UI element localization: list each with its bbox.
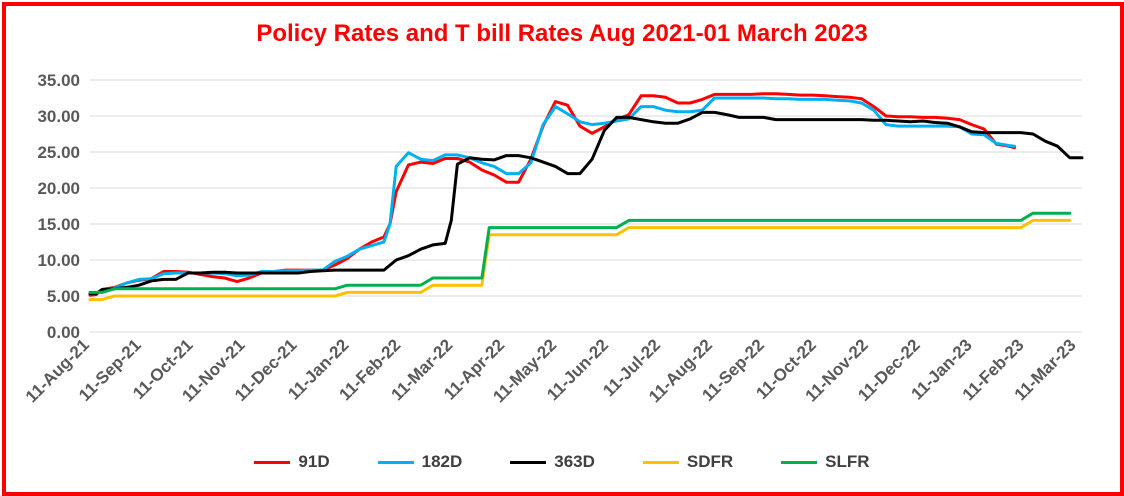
legend-item-363d[interactable]: 363D <box>510 452 595 472</box>
legend-swatch <box>254 460 291 464</box>
legend-item-sdfr[interactable]: SDFR <box>642 452 734 472</box>
y-tick-label: 10.00 <box>37 251 80 270</box>
y-tick-label: 15.00 <box>37 215 80 234</box>
chart-title: Policy Rates and T bill Rates Aug 2021-0… <box>256 20 868 47</box>
series-line-182d <box>88 96 1017 296</box>
y-tick-label: 30.00 <box>37 107 80 126</box>
series-line-91d <box>88 92 1017 297</box>
y-tick-label: 5.00 <box>47 287 80 306</box>
legend-swatch <box>510 460 547 464</box>
legend-swatch <box>377 460 414 464</box>
legend-label: SLFR <box>825 452 870 471</box>
legend-item-91d[interactable]: 91D <box>254 452 330 472</box>
legend-item-slfr[interactable]: SLFR <box>781 452 870 472</box>
chart-legend: 91D 182D 363D SDFR SLFR <box>0 452 1124 472</box>
series-line-363d <box>88 110 1084 296</box>
legend-label: SDFR <box>686 452 734 471</box>
y-tick-label: 25.00 <box>37 143 80 162</box>
y-tick-label: 20.00 <box>37 179 80 198</box>
legend-swatch <box>642 460 679 464</box>
legend-swatch <box>781 460 818 464</box>
y-tick-label: 0.00 <box>47 323 80 342</box>
series-line-sdfr <box>88 218 1072 302</box>
y-tick-label: 35.00 <box>37 71 80 90</box>
legend-item-182d[interactable]: 182D <box>377 452 463 472</box>
legend-label: 91D <box>298 452 330 471</box>
legend-label: 363D <box>554 452 595 471</box>
legend-label: 182D <box>421 452 463 471</box>
series-line-slfr <box>88 211 1072 294</box>
